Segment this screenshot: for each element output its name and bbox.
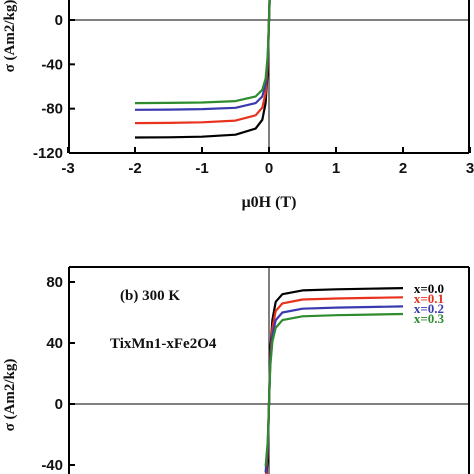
panel-b-series-line-1 [264, 296, 404, 474]
panel-b-formula: TixMn1-xFe2O4 [110, 336, 217, 352]
panel-a-y-tick-label: -120 [33, 145, 63, 162]
panel-a-x-tick-label: -3 [61, 160, 74, 177]
panel-a: -120 -80 -40 0 -3 -2 -1 0 1 2 3 σ (Am2/kg) μ0H (T) [2, 0, 474, 211]
panel-b-y-tick-label: -40 [41, 457, 63, 474]
panel-a-x-tick-label: -1 [195, 160, 208, 177]
panel-a-series-line-2 [134, 0, 271, 111]
panel-a-curves [134, 0, 271, 139]
panel-b-y-tick-label: 0 [55, 396, 63, 413]
panel-a-ticks: -120 -80 -40 0 -3 -2 -1 0 1 2 3 [33, 12, 474, 177]
panel-a-x-tick-label: 1 [332, 160, 340, 177]
panel-a-y-tick-label: -80 [41, 101, 63, 118]
panel-a-x-tick-label: -2 [128, 160, 141, 177]
panel-a-y-tick-label: -40 [41, 56, 63, 73]
panel-b-series-line-3 [264, 312, 404, 467]
panel-a-series-line-3 [134, 0, 271, 105]
panel-b-legend-entry: x=0.0 [414, 281, 444, 296]
panel-b-y-axis-label: σ (Am2/kg) [2, 359, 18, 432]
panel-b-legend-entry: x=0.3 [414, 311, 445, 326]
panel-b-legend: x=0.0x=0.1x=0.2x=0.3 [414, 281, 445, 326]
panel-a-x-tick-label: 2 [399, 160, 407, 177]
panel-b-legend-entry: x=0.2 [414, 301, 444, 316]
panel-b-ticks: -40 0 40 80 [41, 274, 75, 474]
panel-b-legend-entry: x=0.1 [414, 291, 444, 306]
panel-a-x-axis-label: μ0H (T) [242, 194, 297, 211]
panel-a-x-tick-label: 3 [466, 160, 474, 177]
panel-b-curves [264, 287, 404, 474]
panel-a-y-tick-label: 0 [55, 12, 63, 29]
panel-b-y-tick-label: 80 [46, 274, 63, 291]
panel-a-y-axis-label: σ (Am2/kg) [2, 0, 18, 72]
panel-b-series-line-2 [264, 305, 404, 473]
panel-b: -40 0 40 80 σ (Am2/kg) (b) 300 K TixMn1-xFe… [2, 266, 470, 474]
panel-a-x-tick-label: 0 [265, 160, 273, 177]
panel-b-y-tick-label: 40 [46, 335, 63, 352]
panel-b-label: (b) 300 K [120, 288, 180, 304]
